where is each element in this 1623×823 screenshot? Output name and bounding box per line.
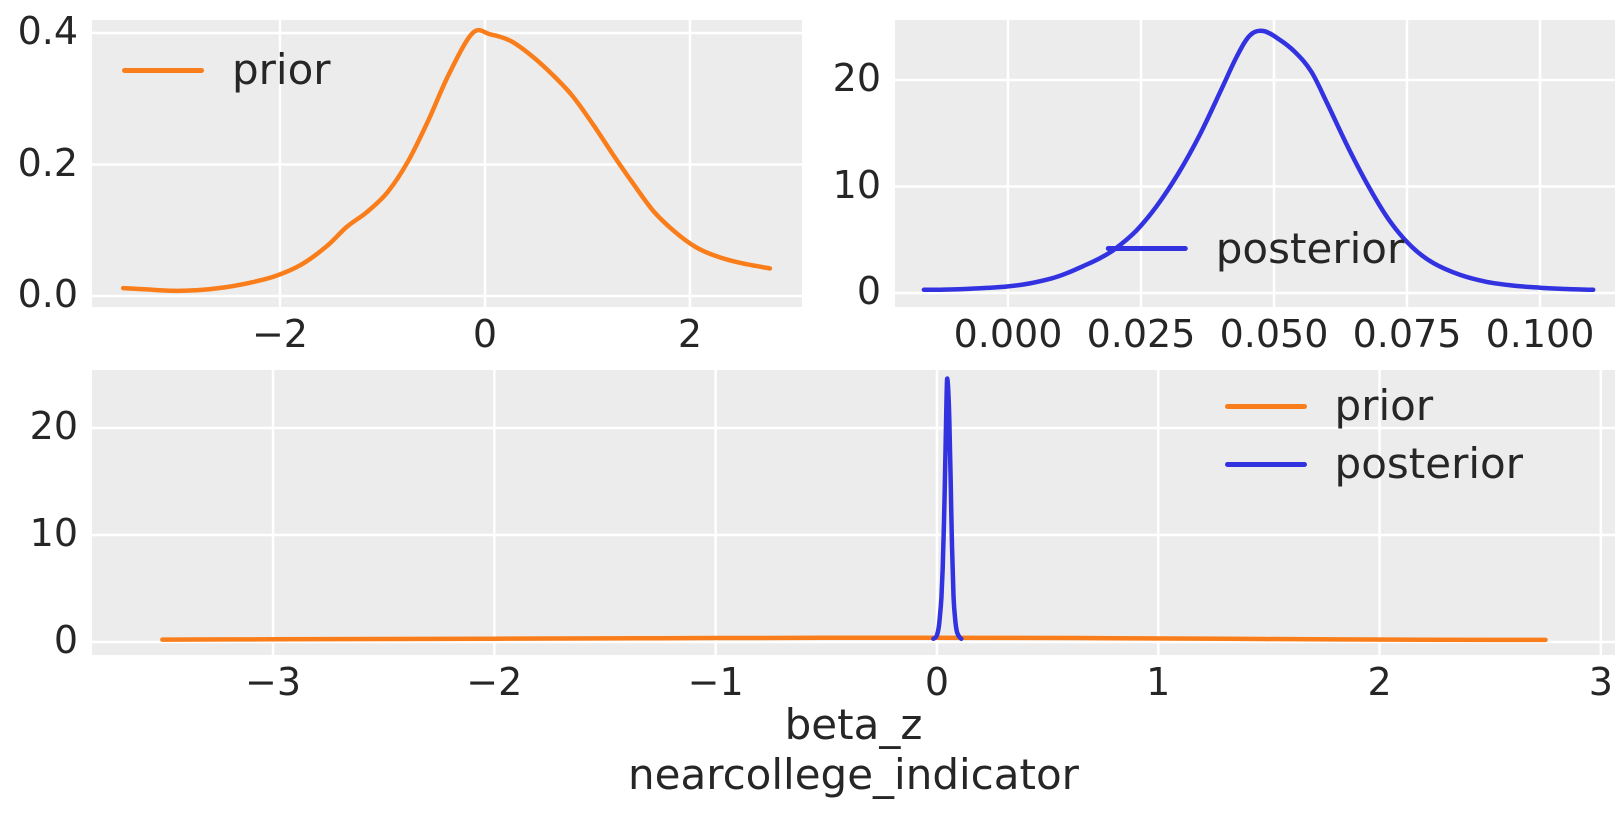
subplot-posterior: 0.000 0.025 0.050 0.075 0.100 0 10 20 posterior xyxy=(833,20,1615,356)
x-tick-label: −2 xyxy=(251,312,308,356)
posterior-curve xyxy=(921,28,1596,293)
x-tick-label: 0 xyxy=(472,312,498,356)
plot-canvas xyxy=(92,20,802,307)
x-tick-label: −2 xyxy=(466,660,523,704)
legend-label: posterior xyxy=(1334,439,1523,489)
y-tick-label: 20 xyxy=(29,403,78,448)
legend-line-sample xyxy=(122,67,204,73)
legend-line-sample xyxy=(1224,461,1307,467)
posterior-curve xyxy=(931,376,964,642)
legend-label: prior xyxy=(232,45,331,94)
legend-label: posterior xyxy=(1215,223,1405,273)
legend-item-posterior: posterior xyxy=(1224,439,1523,489)
legend-item-prior: prior xyxy=(122,45,331,94)
y-tick-label: 0 xyxy=(856,269,881,314)
x-tick-label: 0.100 xyxy=(1485,312,1595,356)
x-tick-label: −1 xyxy=(687,660,744,704)
subplot-prior: −2 0 2 0.0 0.2 0.4 prior xyxy=(18,9,802,356)
y-tick-label: 0 xyxy=(53,617,78,662)
x-tick-label: −3 xyxy=(245,660,302,704)
legend-label: prior xyxy=(1334,381,1434,430)
y-tick-label: 0.0 xyxy=(17,272,78,317)
y-tick-label: 20 xyxy=(832,55,881,100)
y-tick-label: 10 xyxy=(832,162,881,207)
x-tick-label: 0.075 xyxy=(1352,312,1462,356)
plot-canvas xyxy=(92,370,1615,655)
x-tick-label: 2 xyxy=(677,312,703,356)
x-axis-label: beta_z nearcollege_indicator xyxy=(628,700,1079,800)
x-tick-label: 0.000 xyxy=(953,312,1063,356)
x-tick-label: 2 xyxy=(1367,660,1392,704)
legend-item-posterior: posterior xyxy=(1105,223,1405,273)
legend: prior posterior xyxy=(1224,381,1523,489)
plot-canvas xyxy=(895,20,1615,307)
prior-curve xyxy=(160,635,1548,643)
subplot-prior-posterior: beta_z nearcollege_indicator −3 −2 −1 0 1 2 3 0… xyxy=(30,370,1615,799)
y-tick-label: 0.2 xyxy=(17,140,78,185)
x-tick-label: 0.050 xyxy=(1219,312,1329,356)
legend-line-sample xyxy=(1105,246,1188,252)
prior-curve xyxy=(120,27,773,294)
legend-item-prior: prior xyxy=(1224,381,1523,430)
legend: prior xyxy=(122,45,331,94)
x-tick-label: 0.025 xyxy=(1086,312,1196,356)
legend-line-sample xyxy=(1224,403,1307,409)
legend: posterior xyxy=(1105,223,1405,273)
x-tick-label: 3 xyxy=(1588,660,1613,704)
y-tick-label: 10 xyxy=(29,510,78,555)
y-tick-label: 0.4 xyxy=(17,9,78,54)
x-tick-label: 0 xyxy=(924,660,950,704)
x-tick-label: 1 xyxy=(1146,660,1171,704)
